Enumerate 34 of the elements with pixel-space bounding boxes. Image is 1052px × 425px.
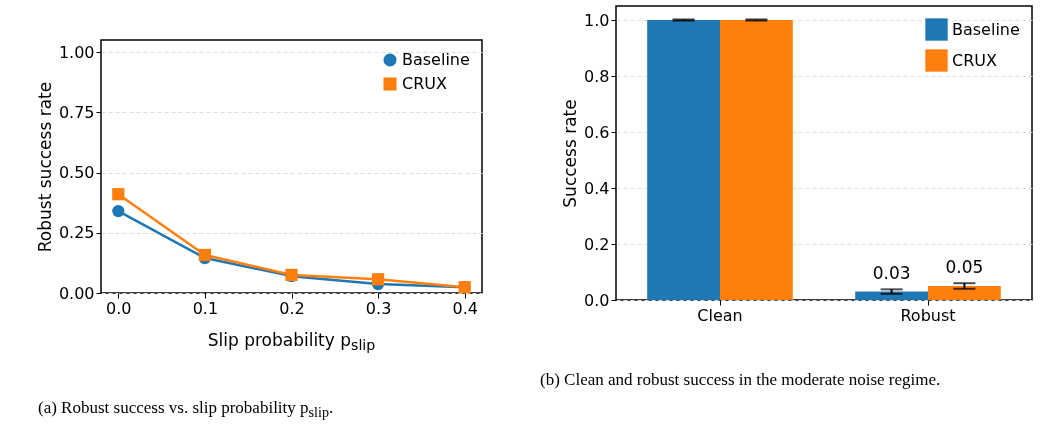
point (371, 273, 385, 286)
legend-label: CRUX (402, 74, 447, 93)
point (112, 188, 125, 201)
legend-label: Baseline (952, 19, 1020, 39)
y-tick-label: 0.00 (58, 283, 95, 303)
text: (a) Robust success vs. slip probability p$_{slip}$. (38, 398, 335, 423)
y-tick-label: 0.6 (584, 122, 610, 142)
y-axis-title: Robust success rate (34, 81, 55, 253)
y-tick-label: 0.50 (58, 163, 95, 183)
text: (b) Clean and robust success in the moderate noise regime. (540, 370, 942, 390)
x-tick-label: 0.2 (279, 298, 305, 318)
y-axis-title: Success rate (560, 99, 581, 208)
bar (720, 20, 793, 300)
y-tick-label: 1.0 (584, 10, 610, 30)
x-tick-label: Clean (697, 305, 743, 325)
y-tick-label: 0.2 (584, 234, 610, 254)
bar (647, 20, 720, 300)
y-tick-label: 0.75 (58, 102, 95, 122)
y-tick-label: 0.4 (584, 178, 610, 198)
x-tick-label: 0.1 (192, 298, 219, 318)
y-tick-label: 0.25 (58, 223, 95, 243)
x-tick-label: 0.3 (365, 298, 392, 318)
y-tick-label: 0.8 (584, 66, 610, 86)
point (112, 204, 125, 218)
y-tick-label: 1.00 (58, 42, 95, 62)
x-tick-label: 0.4 (452, 298, 478, 318)
bar (928, 286, 1001, 300)
x-tick-label: 0.0 (106, 298, 132, 318)
x-axis-title: Slip probability p$_{slip}$ (206, 330, 377, 354)
data-label: 0.05 (945, 257, 984, 278)
legend-label: CRUX (952, 50, 997, 70)
x-tick-label: Robust (900, 305, 956, 325)
legend-label: Baseline (402, 50, 470, 69)
data-label: 0.03 (872, 263, 911, 284)
